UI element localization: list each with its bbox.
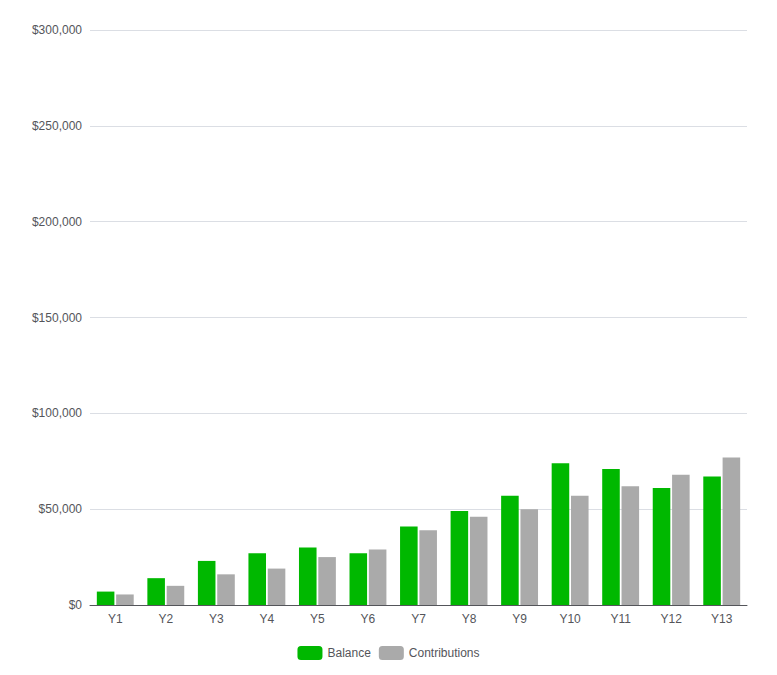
svg-text:$200,000: $200,000 <box>32 215 82 229</box>
svg-text:Y3: Y3 <box>209 612 224 626</box>
svg-text:$100,000: $100,000 <box>32 406 82 420</box>
svg-text:Y10: Y10 <box>559 612 581 626</box>
svg-text:Y11: Y11 <box>610 612 631 626</box>
svg-text:Y4: Y4 <box>260 612 275 626</box>
svg-text:Balance: Balance <box>327 646 371 660</box>
svg-text:Y6: Y6 <box>361 612 376 626</box>
svg-text:Y13: Y13 <box>711 612 733 626</box>
svg-text:Y5: Y5 <box>310 612 325 626</box>
svg-text:$250,000: $250,000 <box>32 119 82 133</box>
svg-text:Y8: Y8 <box>462 612 477 626</box>
svg-text:Y7: Y7 <box>411 612 426 626</box>
svg-text:$300,000: $300,000 <box>32 23 82 37</box>
svg-text:Y1: Y1 <box>108 612 123 626</box>
svg-text:Y2: Y2 <box>158 612 173 626</box>
svg-text:$50,000: $50,000 <box>39 502 83 516</box>
svg-text:Y9: Y9 <box>512 612 527 626</box>
svg-text:Contributions: Contributions <box>409 646 480 660</box>
svg-text:$150,000: $150,000 <box>32 311 82 325</box>
svg-text:$0: $0 <box>69 598 83 612</box>
svg-text:Y12: Y12 <box>661 612 683 626</box>
